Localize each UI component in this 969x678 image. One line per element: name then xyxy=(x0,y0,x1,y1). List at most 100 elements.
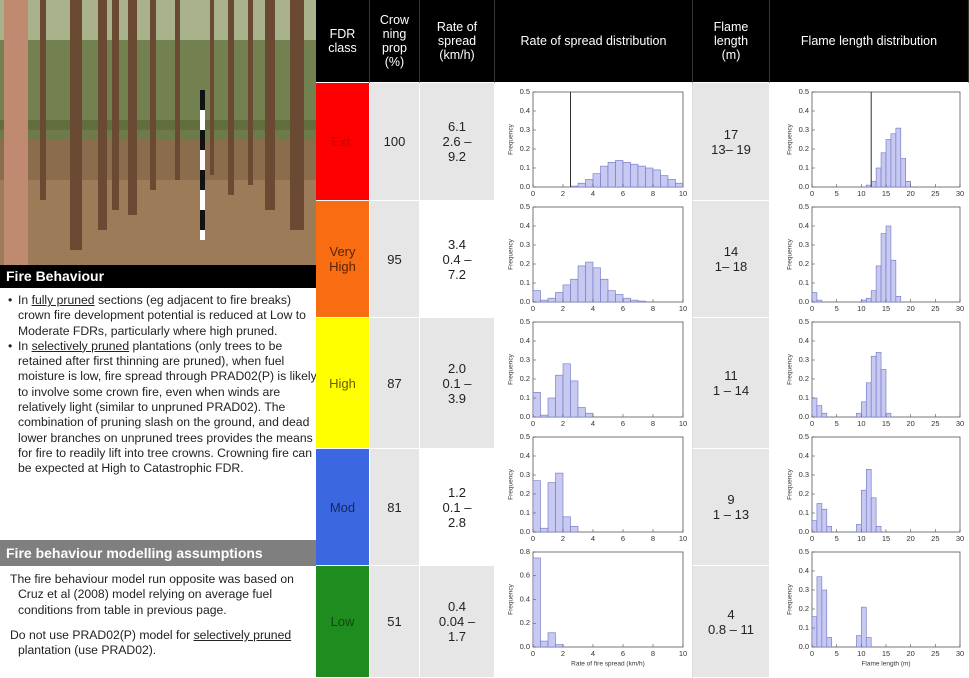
histogram-bar xyxy=(812,293,817,303)
page: {"left":{"heading":"Fire Behaviour", "bu… xyxy=(0,0,969,678)
x-tick-label: 20 xyxy=(906,534,914,543)
histogram-bar xyxy=(822,590,827,647)
histogram-bar xyxy=(676,183,684,187)
x-tick-label: 15 xyxy=(882,189,890,198)
x-tick-label: 25 xyxy=(931,534,939,543)
y-tick-label: 0.1 xyxy=(799,163,809,172)
y-tick-label: 0.1 xyxy=(799,278,809,287)
histogram-bar xyxy=(548,398,556,417)
y-tick-label: 0.5 xyxy=(799,87,809,96)
histogram-bar xyxy=(616,160,624,187)
histogram-bar xyxy=(876,168,881,187)
x-tick-label: 10 xyxy=(857,419,865,428)
y-tick-label: 0.0 xyxy=(799,182,809,191)
y-tick-label: 0.1 xyxy=(520,508,530,517)
x-tick-label: 5 xyxy=(835,649,839,658)
y-tick-label: 0.2 xyxy=(520,618,530,627)
y-tick-label: 0.2 xyxy=(799,374,809,383)
histogram-bar xyxy=(623,298,631,302)
y-tick-label: 0.2 xyxy=(799,604,809,613)
histogram-bar xyxy=(817,577,822,647)
y-tick-label: 0.5 xyxy=(520,202,530,211)
histogram-bar xyxy=(876,526,881,532)
x-tick-label: 0 xyxy=(531,304,535,313)
histogram-bar xyxy=(661,176,669,187)
histogram-bar xyxy=(563,285,571,302)
histogram-bar xyxy=(891,134,896,187)
histogram-bar xyxy=(541,415,549,417)
histogram-bar xyxy=(533,558,541,647)
histogram-bar xyxy=(812,521,817,532)
histogram-bar xyxy=(881,234,886,302)
y-tick-label: 0.3 xyxy=(520,240,530,249)
histogram-bar xyxy=(896,296,901,302)
x-tick-label: 8 xyxy=(651,649,655,658)
x-tick-label: 10 xyxy=(679,534,687,543)
x-tick-label: 0 xyxy=(810,304,814,313)
histogram-bar xyxy=(861,607,866,647)
x-tick-label: 10 xyxy=(679,189,687,198)
y-tick-label: 0.3 xyxy=(799,125,809,134)
histogram-bar xyxy=(616,294,624,302)
histogram-bar xyxy=(541,528,549,532)
x-tick-label: 4 xyxy=(591,534,595,543)
x-tick-label: 15 xyxy=(882,649,890,658)
histogram-bar xyxy=(638,301,646,302)
y-tick-label: 0.0 xyxy=(799,642,809,651)
x-tick-label: 10 xyxy=(857,649,865,658)
histogram-bar xyxy=(861,490,866,532)
histogram-bar xyxy=(571,381,579,417)
y-tick-label: 0.1 xyxy=(799,623,809,632)
histogram-bar xyxy=(631,164,639,187)
x-tick-label: 25 xyxy=(931,189,939,198)
y-axis-label: Frequency xyxy=(787,353,794,384)
y-axis-label: Frequency xyxy=(508,123,515,154)
histogram-bar xyxy=(876,266,881,302)
y-tick-label: 0.3 xyxy=(799,585,809,594)
histogram-bar xyxy=(556,293,564,303)
x-tick-label: 5 xyxy=(835,189,839,198)
histogram-bar xyxy=(886,226,891,302)
x-tick-label: 25 xyxy=(931,304,939,313)
histogram-bar xyxy=(827,526,832,532)
x-tick-label: 6 xyxy=(621,649,625,658)
histogram-bar xyxy=(653,170,661,187)
y-tick-label: 0.3 xyxy=(799,240,809,249)
histogram-bar xyxy=(866,185,871,187)
y-tick-label: 0.0 xyxy=(520,182,530,191)
histogram-bar xyxy=(541,300,549,302)
histogram-bar xyxy=(668,179,676,187)
y-tick-label: 0.3 xyxy=(520,470,530,479)
y-axis-label: Frequency xyxy=(787,468,794,499)
x-axis-label: Rate of fire spread (km/h) xyxy=(571,661,645,668)
histogram-bar xyxy=(876,352,881,417)
plot-frame xyxy=(812,437,960,532)
histogram-bar xyxy=(866,383,871,417)
x-tick-label: 10 xyxy=(857,534,865,543)
y-tick-label: 0.2 xyxy=(520,489,530,498)
x-tick-label: 0 xyxy=(810,419,814,428)
y-tick-label: 0.4 xyxy=(520,451,530,460)
y-tick-label: 0.2 xyxy=(520,144,530,153)
y-tick-label: 0.0 xyxy=(520,297,530,306)
histogram-bar xyxy=(871,356,876,417)
histogram-bar xyxy=(861,300,866,302)
y-tick-label: 0.3 xyxy=(799,470,809,479)
x-tick-label: 25 xyxy=(931,419,939,428)
histogram-bar xyxy=(886,140,891,188)
y-tick-label: 0.4 xyxy=(520,221,530,230)
y-tick-label: 0.5 xyxy=(520,317,530,326)
y-tick-label: 0.0 xyxy=(520,527,530,536)
x-tick-label: 5 xyxy=(835,534,839,543)
y-tick-label: 0.2 xyxy=(799,489,809,498)
plot-frame xyxy=(812,552,960,647)
y-tick-label: 0.2 xyxy=(799,144,809,153)
histogram-bar xyxy=(586,413,594,417)
histogram-bar xyxy=(856,636,861,647)
y-axis-label: Frequency xyxy=(508,583,515,614)
histogram-bar xyxy=(817,406,822,417)
histograms: 0.00.10.20.30.40.50246810Frequency0.00.1… xyxy=(0,0,969,678)
y-axis-label: Frequency xyxy=(787,123,794,154)
x-tick-label: 0 xyxy=(531,189,535,198)
y-tick-label: 0.2 xyxy=(520,374,530,383)
